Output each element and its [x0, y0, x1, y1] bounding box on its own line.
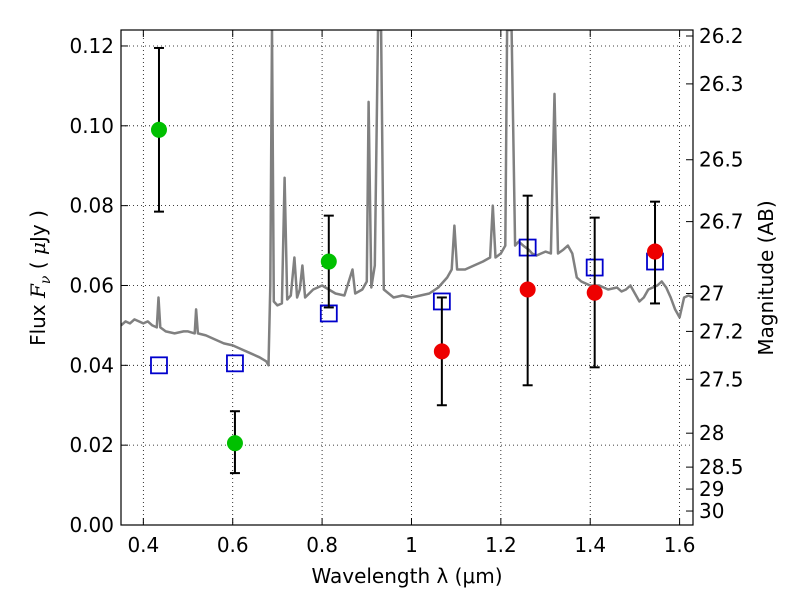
right-tick-label: 26.3: [699, 72, 744, 96]
grid-lines: [121, 30, 693, 525]
x-tick-label: 1.4: [574, 533, 606, 557]
y-tick-label: 0.00: [69, 513, 114, 537]
observed-flux-point: [320, 253, 337, 270]
right-tick-label: 29: [699, 477, 724, 501]
plot-frame: [120, 29, 694, 526]
y-axis-title: Flux Fν ( μJy ): [26, 210, 54, 346]
right-tick-label: 26.5: [699, 148, 744, 172]
right-tick-label: 28: [699, 421, 724, 445]
observed-flux-point: [150, 121, 167, 138]
x-tick-label: 0.8: [306, 533, 338, 557]
x-tick-label: 0.4: [127, 533, 159, 557]
y-tick-label: 0.08: [69, 194, 114, 218]
model-flux-marker: [226, 354, 244, 373]
right-tick-label: 27: [699, 281, 724, 305]
observed-flux-point: [433, 343, 450, 360]
right-tick-label: 27.2: [699, 319, 744, 343]
y-tick-label: 0.04: [69, 353, 114, 377]
y-tick-label: 0.12: [69, 34, 114, 58]
right-tick-label: 26.2: [699, 24, 744, 48]
observed-flux-point: [226, 435, 243, 452]
right-tick-label: 26.7: [699, 210, 744, 234]
observed-flux-point: [519, 281, 536, 298]
x-tick-label: 1.2: [485, 533, 517, 557]
data-markers: [150, 46, 664, 475]
observed-flux-point: [647, 243, 664, 260]
right-tick-label: 28.5: [699, 455, 744, 479]
x-axis-title: Wavelength λ (μm): [311, 564, 502, 588]
x-tick-label: 1: [405, 533, 418, 557]
x-tick-label: 1.6: [664, 533, 696, 557]
model-flux-marker: [150, 356, 168, 375]
right-tick-label: 30: [699, 499, 724, 523]
model-spectrum-line: [121, 30, 693, 367]
x-tick-label: 0.6: [217, 533, 249, 557]
observed-flux-point: [586, 284, 603, 301]
y-tick-label: 0.10: [69, 114, 114, 138]
right-axis-title: Magnitude (AB): [754, 200, 778, 355]
right-tick-label: 27.5: [699, 367, 744, 391]
y-tick-label: 0.02: [69, 433, 114, 457]
axis-ticks: 0.4 0.6 0.8 1 1.2 1.4 1.6 0.00 0.02 0.04 0.06 0.08 0…: [69, 24, 743, 557]
y-tick-label: 0.06: [69, 273, 114, 297]
